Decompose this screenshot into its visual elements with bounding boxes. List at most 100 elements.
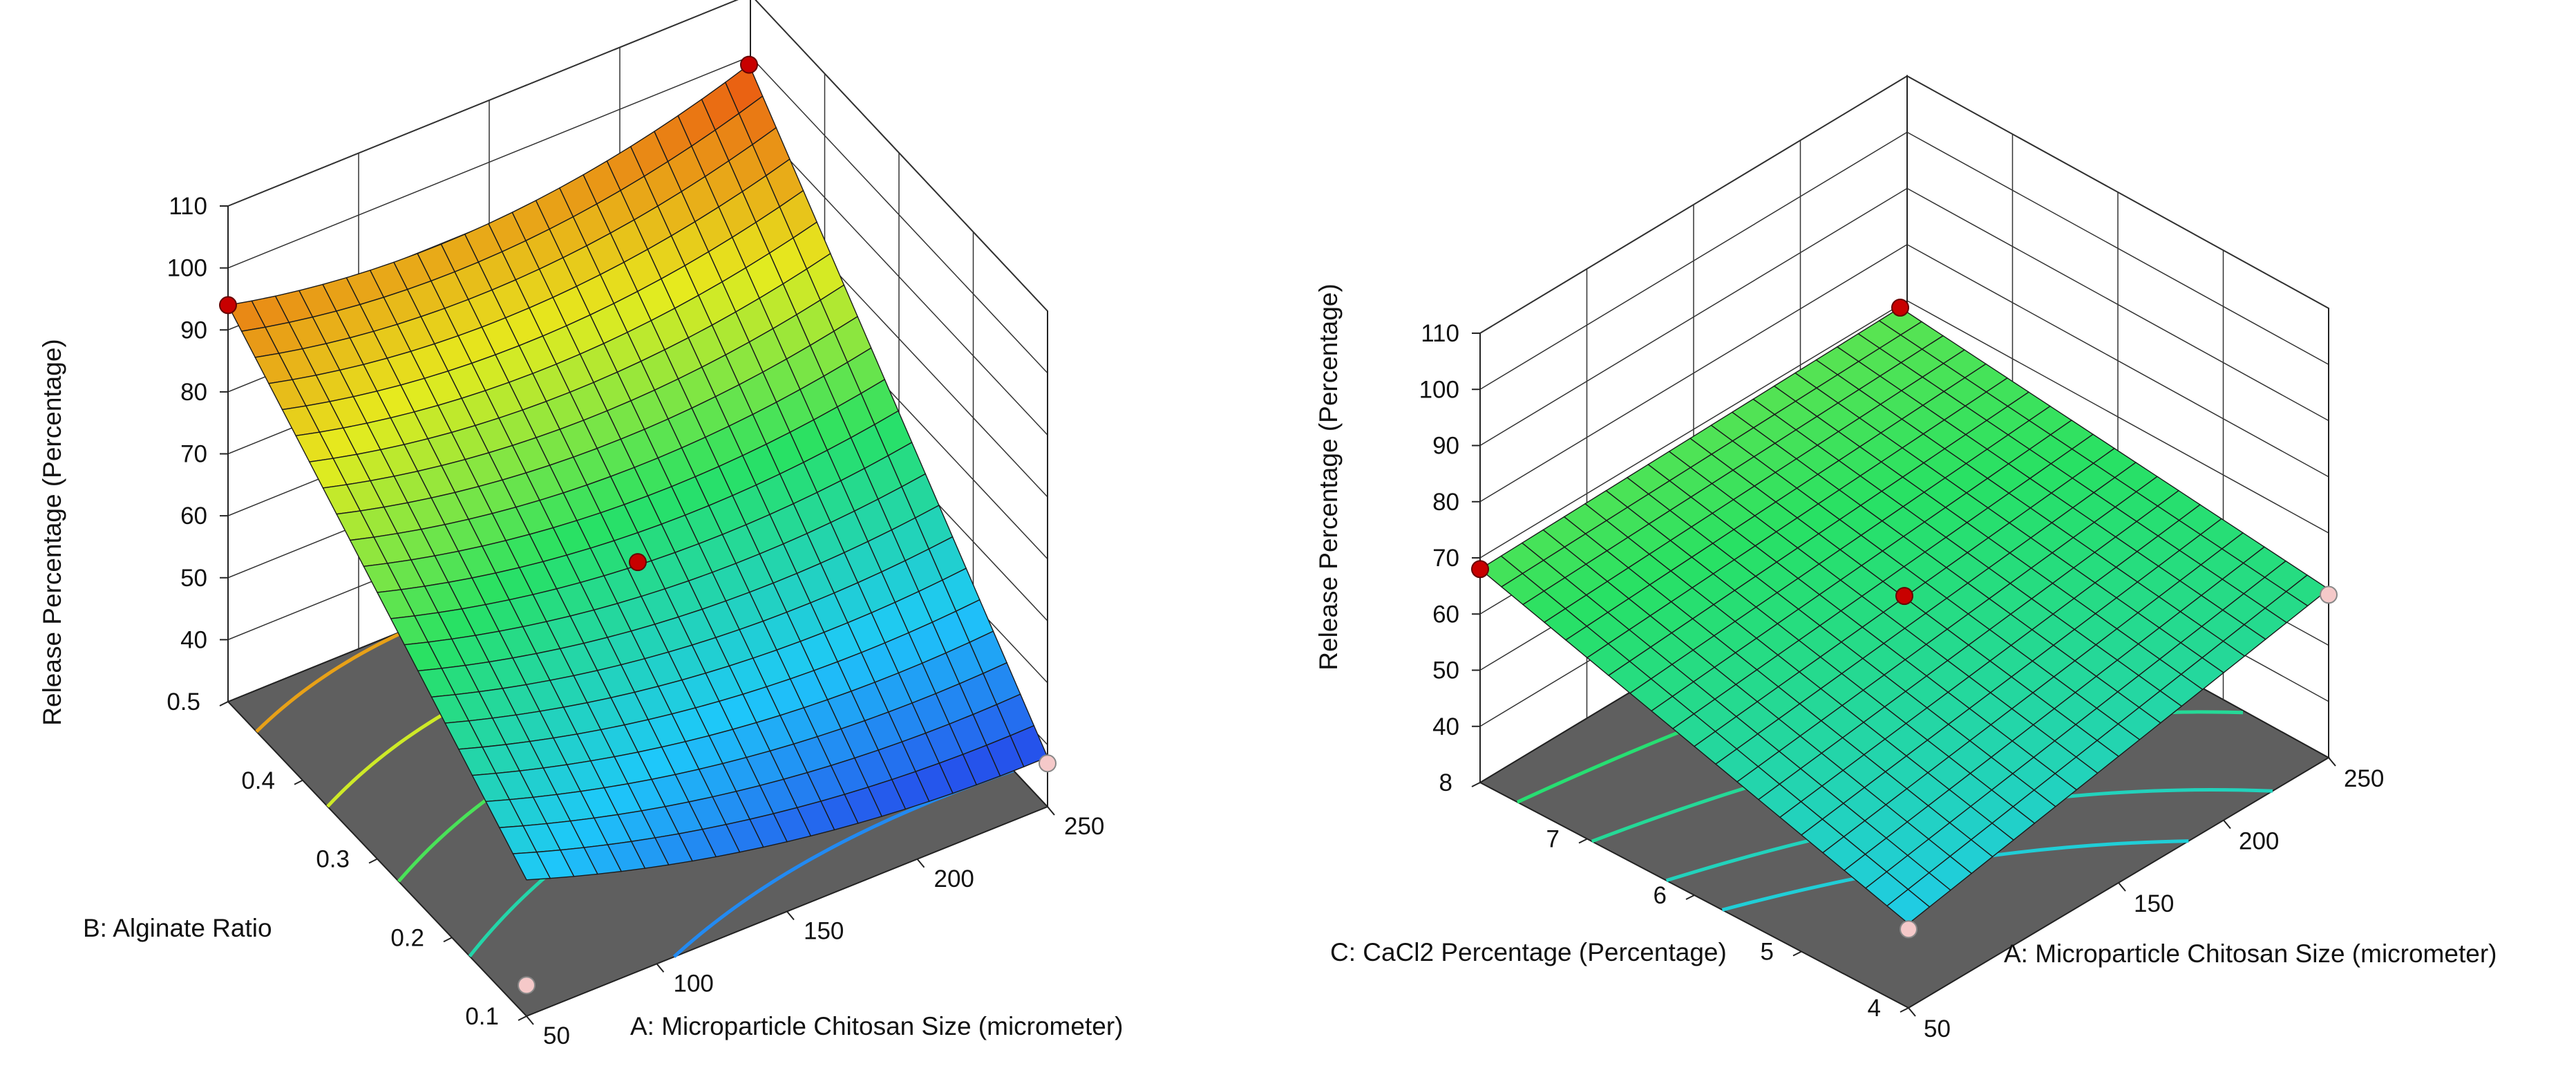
x-tick-mark [1908, 1007, 1916, 1017]
z-tick-label: 60 [180, 503, 207, 530]
x-tick-label: 50 [543, 1022, 570, 1049]
x-tick-mark [916, 859, 925, 868]
y-tick-mark [1578, 838, 1588, 844]
y-tick-mark [1685, 895, 1695, 900]
y-tick-label: 5 [1761, 939, 1774, 966]
y-ticks: 4 5 6 7 8 [1439, 769, 1909, 1022]
z-axis-label: Release Percentage (Percentage) [1314, 283, 1343, 670]
x-axis-label: A: Microparticle Chitosan Size (micromet… [630, 1012, 1123, 1040]
x-tick-mark [526, 1015, 534, 1025]
design-point [1891, 299, 1909, 317]
x-tick-label: 250 [2344, 765, 2384, 792]
x-axis-label: A: Microparticle Chitosan Size (micromet… [2004, 939, 2497, 968]
design-point [2320, 586, 2338, 604]
y-tick-label: 0.5 [167, 689, 200, 715]
z-ticks: 40 50 60 70 80 90 100 110 [167, 193, 228, 653]
design-point [1471, 560, 1489, 579]
x-tick-mark [1047, 806, 1055, 816]
z-tick-label: 60 [1432, 601, 1459, 628]
wall-gridline [1479, 75, 1908, 334]
y-tick-label: 0.1 [465, 1003, 499, 1030]
wall-gridline [1906, 300, 2329, 534]
x-tick-mark [2328, 757, 2336, 767]
z-tick-label: 40 [180, 626, 207, 653]
x-tick-mark [2118, 882, 2126, 892]
x-tick-label: 250 [1064, 813, 1104, 840]
design-point [518, 976, 536, 995]
wall-gridline [1906, 187, 2329, 422]
wall-gridline [227, 0, 739, 207]
surface-cell [512, 851, 551, 881]
wall-gridline [227, 55, 751, 269]
z-tick-label: 90 [1432, 433, 1459, 460]
z-tick-label: 110 [169, 193, 207, 220]
z-tick-label: 50 [180, 565, 207, 592]
y-tick-mark [294, 779, 303, 785]
x-tick-label: 200 [2239, 828, 2279, 855]
design-point [1895, 587, 1913, 606]
wall-gridline [1479, 187, 1908, 447]
x-tick-label: 150 [2134, 890, 2174, 917]
z-ticks: 40 50 60 70 80 90 100 110 [1419, 320, 1480, 740]
surface-cell [1886, 888, 1931, 925]
y-tick-mark [443, 937, 453, 943]
y-tick-label: 4 [1868, 995, 1881, 1022]
wall-gridline [755, 0, 1048, 312]
design-point [1900, 920, 1917, 939]
z-tick-label: 100 [1419, 376, 1459, 403]
y-axis-label: B: Alginate Ratio [83, 914, 272, 942]
z-axis-label: Release Percentage (Percentage) [38, 339, 66, 725]
chart-2: 40 50 60 70 80 90 100 110 50 150 200 250 4 5 6 7 8 Releas… [1314, 75, 2497, 1042]
response-surface [1479, 307, 2330, 925]
y-tick-label: 0.3 [316, 846, 350, 873]
z-tick-label: 40 [1432, 713, 1459, 740]
z-tick-label: 80 [180, 379, 207, 406]
x-tick-label: 100 [674, 970, 714, 997]
wall-gridline [1906, 75, 2329, 309]
x-tick-mark [656, 963, 665, 973]
design-point [740, 55, 758, 74]
design-point [219, 296, 237, 315]
y-tick-mark [1792, 951, 1802, 957]
chart-1: 405060708090100110501001502002500.10.20.… [38, 0, 1123, 1049]
z-tick-label: 100 [167, 255, 207, 282]
wall-gridline [1906, 131, 2329, 365]
y-tick-mark [219, 701, 229, 706]
wall-gridline [1479, 131, 1908, 390]
y-tick-mark [1900, 1007, 1909, 1013]
z-tick-label: 50 [1432, 657, 1459, 684]
y-tick-label: 6 [1654, 882, 1667, 909]
x-tick-mark [786, 910, 795, 921]
wall-gridline [750, 118, 1048, 436]
y-tick-mark [368, 858, 378, 864]
x-tick-label: 50 [1924, 1015, 1951, 1042]
wall-gridline [1479, 244, 1908, 503]
wall-gridline [750, 56, 1048, 374]
z-tick-label: 110 [1421, 320, 1459, 347]
x-tick-label: 200 [934, 865, 974, 892]
y-tick-label: 0.4 [241, 767, 275, 794]
y-ticks: 0.1 0.2 0.3 0.4 0.5 [167, 689, 527, 1030]
design-point [629, 553, 647, 572]
y-tick-label: 7 [1546, 826, 1560, 853]
z-tick-label: 70 [1432, 545, 1459, 572]
y-axis-label: C: CaCl2 Percentage (Percentage) [1330, 938, 1727, 966]
design-points [219, 55, 1057, 995]
wall-gridline [1479, 300, 1908, 559]
y-tick-mark [1471, 782, 1481, 787]
wall-gridline [1906, 244, 2329, 478]
x-ticks: 50 100 150 200 250 [526, 806, 1104, 1049]
design-point [1039, 754, 1057, 773]
response-surface [227, 64, 1048, 881]
z-tick-label: 80 [1432, 489, 1459, 516]
z-tick-label: 70 [180, 441, 207, 468]
x-tick-mark [2223, 819, 2231, 830]
y-tick-label: 0.2 [390, 924, 424, 951]
x-ticks: 50 150 200 250 [1908, 757, 2384, 1042]
y-tick-mark [518, 1015, 527, 1021]
design-points [1471, 299, 2338, 939]
x-tick-label: 150 [804, 918, 844, 945]
z-tick-label: 90 [180, 317, 207, 344]
y-tick-label: 8 [1439, 769, 1452, 796]
